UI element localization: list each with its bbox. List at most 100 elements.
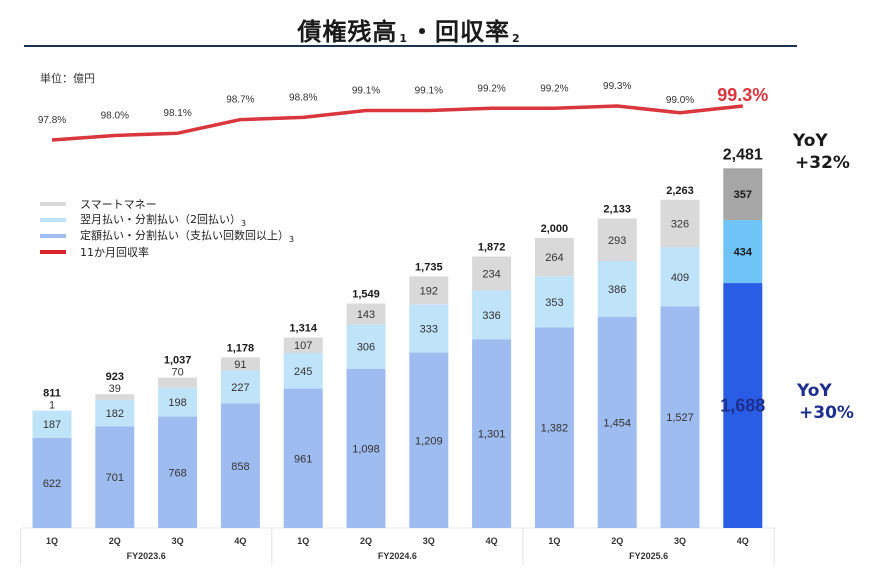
bar-segment [660,306,700,528]
bar-value-label: 227 [231,382,249,394]
bar-segment [472,339,512,528]
rate-label: 98.0% [101,110,129,121]
bar-value-label: 386 [608,284,626,296]
group-label: FY2023.6 [127,551,166,561]
page-title: 債権残高 1・回収率 2 [0,12,820,47]
yoy-label: YoY [797,381,832,401]
x-tick-label: 4Q [486,536,498,546]
x-tick-label: 2Q [360,536,372,546]
yoy-label: YoY [793,131,828,151]
bar-value-label: 961 [294,453,312,465]
bar-segment [95,426,135,528]
bar-value-label: 70 [171,367,183,379]
title-main: 債権残高 [297,18,398,46]
bar-segment [472,256,512,291]
bar-total-label: 1,872 [478,242,506,254]
bar-segment [660,247,700,307]
bar-segment [409,352,449,528]
bar-value-label: 333 [420,323,438,335]
bar-segment [534,276,574,328]
x-tick-label: 1Q [548,536,560,546]
bar-value-label: 701 [106,472,124,484]
rate-label: 98.1% [163,108,191,119]
x-tick-label: 3Q [172,536,184,546]
rate-label: 99.1% [352,86,380,97]
group-label: FY2025.6 [629,551,668,561]
x-tick-label: 4Q [234,536,246,546]
bar-segment [534,237,574,277]
footnote-1: 1 [399,32,408,45]
bar-total-label: 1,314 [289,322,317,334]
bar-total-label: 1,037 [164,355,192,367]
x-tick-label: 1Q [297,536,309,546]
bar-total-label: 2,263 [666,185,694,197]
rate-label: 99.3% [603,81,631,92]
bar-value-label: 1,382 [541,423,569,435]
bar-segment [95,399,135,427]
bar-segment [220,357,260,371]
bar-segment [597,317,637,528]
bar-total-label: 2,000 [541,223,569,235]
rate-label: 99.2% [477,83,505,94]
bar-segment [346,368,386,528]
bar-segment [220,403,260,528]
footnote-2: 2 [512,32,521,45]
bar-value-label: 192 [420,285,438,297]
bar-total-label: 2,481 [723,146,763,163]
yoy-value: +32% [795,153,850,173]
bar-segment [346,324,386,369]
legend-swatch [40,202,66,206]
bar-value-label: 182 [106,408,124,420]
bar-value-label: 198 [168,397,186,409]
rate-label: 98.7% [226,95,254,106]
bar-value-label: 768 [168,467,186,479]
legend-swatch [40,218,66,222]
chart-legend: スマートマネー 翌月払い・分割払い（2回払い）3 定額払い・分割払い（支払い回数… [40,196,294,260]
x-tick-label: 2Q [109,536,121,546]
bar-value-label: 187 [43,419,61,431]
bar-segment [283,337,323,354]
bar-segment [95,394,135,400]
rate-label: 98.8% [289,92,317,103]
x-tick-label: 2Q [611,536,623,546]
bar-value-label: 1,527 [666,412,694,424]
bar-segment [597,261,637,318]
bar-value-label: 1,209 [415,435,443,447]
legend-item-installment: 定額払い・分割払い（支払い回数回以上）3 [40,228,295,245]
rate-label: 99.2% [540,83,568,94]
legend-label: 翌月払い・分割払い（2回払い） [80,213,241,227]
x-tick-label: 3Q [674,536,686,546]
bar-segment [158,377,198,388]
legend-item-collection-rate: 11か月回収率 [40,244,294,260]
bar-value-label: 1 [49,399,55,411]
bar-value-label: 353 [545,297,563,309]
bar-value-label: 1,454 [603,418,631,430]
group-label: FY2024.6 [378,551,417,561]
bar-segment [409,276,449,305]
rate-label: 99.0% [666,95,694,106]
bar-value-label: 1,688 [720,396,765,416]
legend-label: 定額払い・分割払い（支払い回数回以上） [80,229,289,243]
bar-segment [723,220,763,284]
legend-item-smart-money: スマートマネー [40,196,294,212]
legend-item-next-month: 翌月払い・分割払い（2回払い）3 [40,212,294,229]
bar-segment [283,388,323,528]
bar-segment [283,353,323,389]
legend-swatch [40,250,66,254]
legend-footnote: 3 [289,235,295,245]
bar-segment [723,168,763,221]
collection-rate-line [51,104,743,142]
yoy-total-callout: YoY +32% [793,130,850,174]
bar-value-label: 1,098 [352,443,380,455]
bar-value-label: 107 [294,340,312,352]
legend-label: 11か月回収率 [80,246,149,259]
x-tick-label: 4Q [737,536,749,546]
bar-value-label: 143 [357,309,375,321]
legend-label: スマートマネー [80,198,157,211]
bar-segment [32,437,72,528]
bar-total-label: 1,735 [415,261,443,273]
x-tick-label: 1Q [46,536,58,546]
rate-label: 99.1% [415,86,443,97]
rate-label: 97.8% [38,115,66,126]
